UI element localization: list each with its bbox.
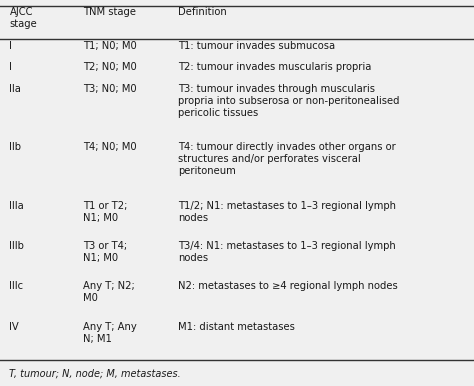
Text: T3; N0; M0: T3; N0; M0: [83, 84, 137, 94]
Text: T1 or T2;
N1; M0: T1 or T2; N1; M0: [83, 201, 128, 223]
Text: T3: tumour invades through muscularis
propria into subserosa or non-peritonealis: T3: tumour invades through muscularis pr…: [178, 84, 399, 118]
Text: TNM stage: TNM stage: [83, 7, 136, 17]
Text: IIIa: IIIa: [9, 201, 24, 211]
Text: T1: tumour invades submucosa: T1: tumour invades submucosa: [178, 41, 335, 51]
Text: I: I: [9, 62, 12, 72]
Text: T2; N0; M0: T2; N0; M0: [83, 62, 137, 72]
Text: M1: distant metastases: M1: distant metastases: [178, 322, 295, 332]
Text: T3/4: N1: metastases to 1–3 regional lymph
nodes: T3/4: N1: metastases to 1–3 regional lym…: [178, 241, 395, 263]
Text: T, tumour; N, node; M, metastases.: T, tumour; N, node; M, metastases.: [9, 368, 181, 378]
Text: N2: metastases to ≥4 regional lymph nodes: N2: metastases to ≥4 regional lymph node…: [178, 281, 398, 291]
Text: T1; N0; M0: T1; N0; M0: [83, 41, 137, 51]
Text: IIa: IIa: [9, 84, 21, 94]
Text: IV: IV: [9, 322, 19, 332]
Text: Any T; N2;
M0: Any T; N2; M0: [83, 281, 135, 303]
Text: T1/2; N1: metastases to 1–3 regional lymph
nodes: T1/2; N1: metastases to 1–3 regional lym…: [178, 201, 396, 223]
Text: Any T; Any
N; M1: Any T; Any N; M1: [83, 322, 137, 344]
Text: AJCC
stage: AJCC stage: [9, 7, 37, 29]
Text: IIIb: IIIb: [9, 241, 24, 251]
Text: T4; N0; M0: T4; N0; M0: [83, 142, 137, 152]
Text: T2: tumour invades muscularis propria: T2: tumour invades muscularis propria: [178, 62, 371, 72]
Text: Definition: Definition: [178, 7, 227, 17]
Text: IIb: IIb: [9, 142, 21, 152]
Text: I: I: [9, 41, 12, 51]
Text: T3 or T4;
N1; M0: T3 or T4; N1; M0: [83, 241, 127, 263]
Text: IIIc: IIIc: [9, 281, 24, 291]
Text: T4: tumour directly invades other organs or
structures and/or perforates viscera: T4: tumour directly invades other organs…: [178, 142, 395, 176]
